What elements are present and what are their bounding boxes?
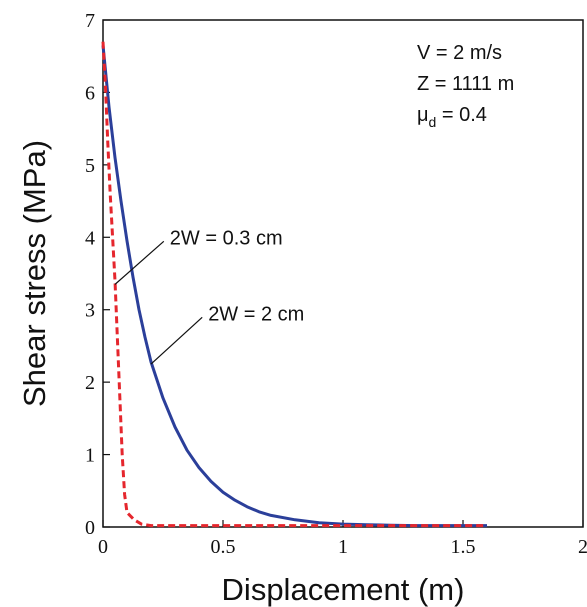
annotation-label: 2W = 2 cm [208, 303, 304, 325]
mu-symbol: μ [417, 104, 429, 126]
x-tick-label: 0.5 [211, 536, 236, 558]
x-tick-label: 1.5 [451, 536, 476, 558]
y-tick-label: 2 [85, 372, 95, 394]
y-tick-label: 7 [85, 10, 95, 32]
plot-area-border [102, 19, 584, 528]
x-tick-label: 1 [338, 536, 348, 558]
series-line-0-3cm [101, 41, 487, 528]
y-tick-label: 5 [85, 155, 95, 177]
depth-text: Z = 1111 m [417, 73, 514, 95]
y-tick-label: 6 [85, 82, 95, 104]
mu-value: = 0.4 [436, 104, 487, 126]
y-tick-label: 4 [85, 227, 95, 249]
velocity-text: V = 2 m/s [417, 42, 502, 64]
x-axis-label: Displacement (m) [222, 572, 465, 607]
y-tick-label: 3 [85, 300, 95, 322]
y-axis-label: Shear stress (MPa) [17, 140, 52, 407]
annotation-leader-line [114, 240, 165, 285]
x-tick-label: 0 [98, 536, 108, 558]
data-series [101, 41, 487, 528]
y-tick-label: 0 [85, 517, 95, 539]
annotation-leader-line [150, 316, 203, 365]
y-tick-label: 1 [85, 445, 95, 467]
axis-ticks: 0 0.5 1 1.5 2 0 1 2 3 4 5 6 7 [85, 10, 587, 558]
plot-frame [102, 19, 584, 528]
annotations: 2W = 0.3 cm 2W = 2 cm [114, 227, 304, 365]
parameter-box: V = 2 m/s Z = 1111 m μd = 0.4 [417, 42, 514, 130]
annotation-label: 2W = 0.3 cm [170, 227, 283, 249]
friction-text: μd = 0.4 [417, 104, 487, 130]
x-tick-label: 2 [578, 536, 587, 558]
mu-subscript: d [429, 114, 437, 130]
